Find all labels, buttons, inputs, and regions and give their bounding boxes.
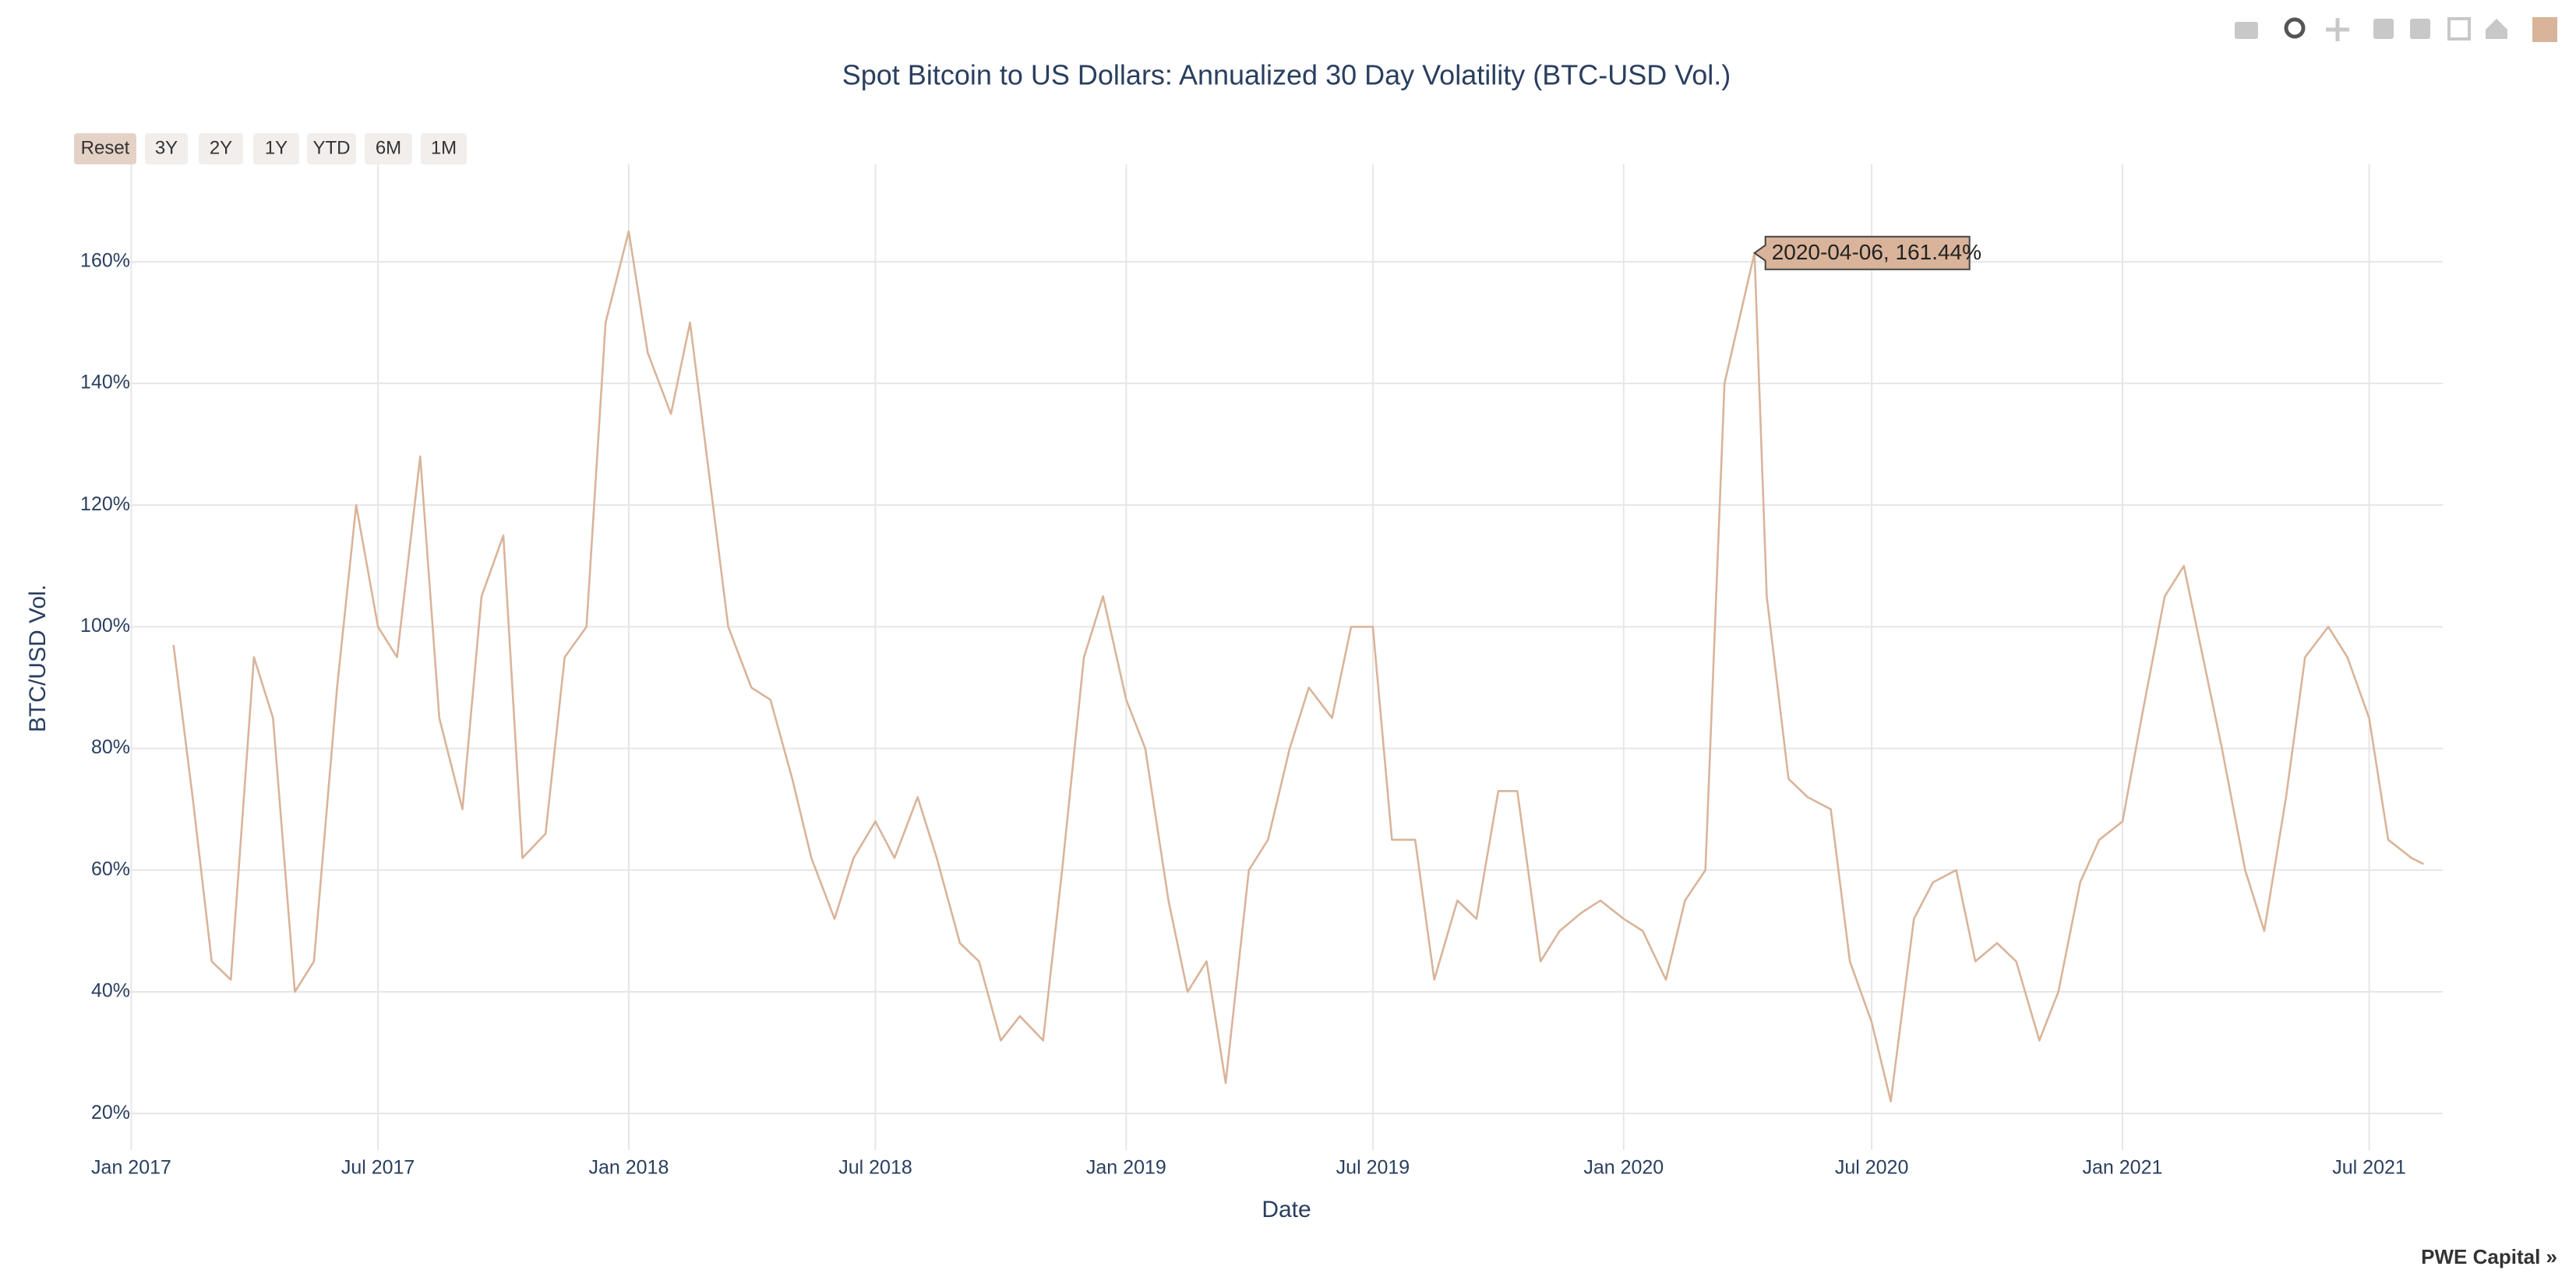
range-button-label[interactable]: 1M [431,137,457,158]
x-tick-label: Jan 2019 [1086,1157,1166,1179]
zoom-icon[interactable] [2284,17,2306,39]
range-button-label[interactable]: YTD [313,137,351,158]
zoom-in-icon[interactable] [2373,19,2394,39]
volatility-line [172,230,2425,1102]
x-tick-label: Jan 2021 [2083,1157,2163,1179]
y-tick-label: 20% [91,1102,130,1124]
range-button-bg[interactable] [421,133,467,164]
range-button[interactable]: YTD [307,133,356,164]
range-button-label[interactable]: Reset [81,137,130,158]
x-axis-title: Date [1262,1197,1311,1222]
hover-tooltip: 2020-04-06, 161.44% [1752,235,1981,270]
y-tick-label: 40% [91,980,130,1002]
x-tick-label: Jul 2020 [1835,1157,1909,1179]
y-axis-title: BTC/USD Vol. [25,584,51,732]
logo-icon[interactable] [2532,17,2557,42]
y-tick-label: 160% [80,250,130,272]
range-button[interactable]: 6M [365,133,412,164]
pan-icon[interactable] [2326,18,2349,41]
x-tick-label: Jul 2017 [341,1157,415,1179]
x-tick-label: Jul 2019 [1336,1157,1410,1179]
range-button[interactable]: 2Y [199,133,243,164]
tooltip-box [1752,235,1971,270]
x-tick-label: Jan 2018 [588,1157,669,1179]
range-button[interactable]: 1Y [253,133,299,164]
zoom-out-icon[interactable] [2410,19,2430,39]
home-icon[interactable] [2486,19,2507,39]
x-tick-label: Jan 2017 [91,1157,171,1179]
range-button-label[interactable]: 3Y [155,137,178,158]
camera-icon[interactable] [2235,22,2258,39]
range-button-bg[interactable] [199,133,243,164]
range-button-label[interactable]: 6M [376,137,401,158]
chart-title: Spot Bitcoin to US Dollars: Annualized 3… [842,59,1731,91]
modebar [2235,17,2557,42]
range-button-label[interactable]: 2Y [210,137,232,158]
range-button-bg[interactable] [307,133,356,164]
range-button[interactable]: 1M [421,133,467,164]
y-tick-label: 140% [80,372,130,393]
x-tick-label: Jul 2021 [2332,1157,2406,1179]
range-button-bg[interactable] [253,133,299,164]
y-tick-label: 60% [91,858,130,880]
range-button-bg[interactable] [145,133,188,164]
y-tick-label: 100% [80,615,130,637]
autoscale-icon[interactable] [2447,17,2471,41]
x-tick-label: Jul 2018 [838,1157,912,1179]
range-button[interactable]: 3Y [145,133,188,164]
footer-brand: PWE Capital » [2421,1245,2557,1268]
y-tick-label: 120% [80,493,130,515]
range-button-bg[interactable] [74,133,136,164]
tooltip-text: 2020-04-06, 161.44% [1772,240,1981,264]
range-button[interactable]: Reset [74,133,136,164]
x-tick-label: Jan 2020 [1583,1157,1664,1179]
range-button-label[interactable]: 1Y [265,137,288,158]
range-button-bg[interactable] [365,133,412,164]
y-tick-label: 80% [91,736,130,758]
